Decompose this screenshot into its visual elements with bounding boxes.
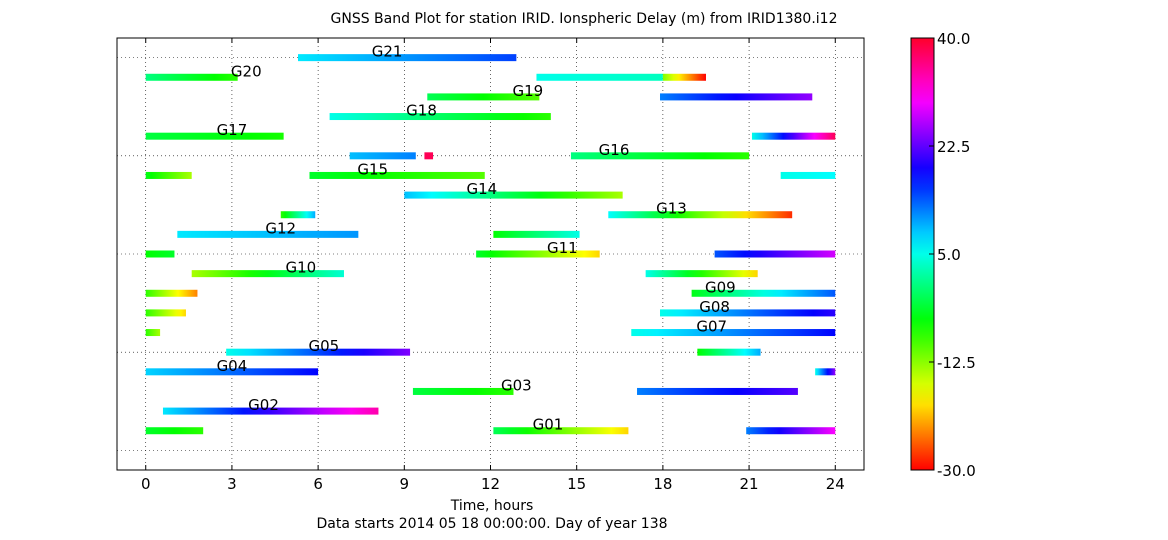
satellite-label-g04: G04 (217, 357, 248, 375)
band-segment-g13 (608, 211, 793, 219)
colorbar-tick-label: 40.0 (937, 30, 970, 48)
band-segment-g14 (404, 191, 623, 199)
band-segment-g07 (631, 329, 836, 337)
x-tick-label: 21 (740, 475, 759, 493)
x-axis-ticks: 0 3 6 9 12 15 18 21 24 (141, 38, 845, 493)
satellite-label-g13: G13 (656, 200, 687, 218)
x-tick-label: 15 (567, 475, 586, 493)
x-tick-label: 3 (227, 475, 237, 493)
band-segment-g04 (145, 368, 319, 376)
x-tick-label: 9 (400, 475, 410, 493)
colorbar-tick-label: 5.0 (937, 246, 961, 264)
chart-subtitle: Data starts 2014 05 18 00:00:00. Day of … (316, 516, 667, 532)
satellite-labels: G21 G20 G19 G18 G17 G16 G15 G14 G13 G12 G11 G10 G09 G… (217, 43, 736, 434)
satellite-label-g07: G07 (696, 318, 727, 336)
satellite-label-g14: G14 (467, 180, 498, 198)
band-segment-g15 (780, 171, 836, 179)
band-segment-g18 (329, 113, 551, 121)
band-segment-g16 (570, 152, 750, 160)
colorbar-tick-label: -12.5 (937, 354, 976, 372)
x-tick-label: 24 (826, 475, 845, 493)
satellite-label-g18: G18 (406, 102, 437, 120)
band-segment-g07 (145, 329, 161, 337)
satellite-label-g08: G08 (699, 298, 730, 316)
band-segment-g01 (746, 427, 836, 435)
satellite-label-g19: G19 (512, 82, 543, 100)
band-segment-g08 (145, 309, 186, 317)
x-tick-label: 0 (141, 475, 151, 493)
band-segment-g12 (177, 230, 359, 238)
band-segment-g16 (424, 152, 434, 160)
band-segment-g09 (145, 289, 198, 297)
satellite-label-g02: G02 (248, 396, 279, 414)
band-segment-g04 (815, 368, 836, 376)
band-segment-g13 (280, 211, 316, 219)
satellite-label-g15: G15 (357, 160, 388, 178)
band-segment-g10 (191, 270, 344, 278)
band-segment-g11 (476, 250, 600, 258)
band-segment-g01 (493, 427, 629, 435)
band-segment-g11 (145, 250, 175, 258)
band-segment-g17 (751, 132, 836, 140)
band-segment-g09 (691, 289, 836, 297)
x-axis-label: Time, hours (450, 498, 534, 514)
band-segment-g20 (662, 73, 706, 81)
band-segment-g15 (145, 171, 192, 179)
satellite-label-g12: G12 (265, 219, 296, 237)
band-segment-g15 (309, 171, 485, 179)
band-segment-g05 (697, 348, 761, 356)
band-segment-g20 (536, 73, 663, 81)
band-segment-g21 (298, 54, 517, 62)
satellite-label-g10: G10 (286, 259, 317, 277)
satellite-label-g03: G03 (501, 376, 532, 394)
satellite-label-g09: G09 (705, 278, 736, 296)
band-segment-g02 (162, 407, 379, 415)
satellite-label-g11: G11 (547, 239, 578, 257)
colorbar: 40.0 22.5 5.0 -12.5 -30.0 (910, 30, 976, 480)
band-segment-g05 (226, 348, 411, 356)
x-tick-label: 18 (653, 475, 672, 493)
bands (145, 54, 836, 435)
band-segment-g20 (145, 73, 238, 81)
band-segment-g03 (637, 387, 798, 395)
satellite-label-g17: G17 (217, 121, 248, 139)
band-segment-g08 (660, 309, 836, 317)
satellite-label-g20: G20 (231, 62, 262, 80)
satellite-label-g01: G01 (533, 416, 564, 434)
satellite-label-g21: G21 (372, 43, 403, 61)
band-segment-g16 (349, 152, 416, 160)
chart-title: GNSS Band Plot for station IRID. Ionsphe… (331, 11, 838, 27)
band-segment-g01 (145, 427, 204, 435)
band-segment-g17 (145, 132, 284, 140)
band-segment-g11 (714, 250, 836, 258)
satellite-label-g05: G05 (309, 337, 340, 355)
band-segment-g19 (660, 93, 813, 101)
x-tick-label: 6 (313, 475, 323, 493)
band-segment-g12 (493, 230, 580, 238)
satellite-label-g16: G16 (599, 141, 630, 159)
colorbar-tick-label: -30.0 (937, 462, 976, 480)
x-tick-label: 12 (481, 475, 500, 493)
band-segment-g10 (645, 270, 758, 278)
colorbar-tick-label: 22.5 (937, 138, 970, 156)
band-segment-g03 (412, 387, 514, 395)
band-segment-g19 (427, 93, 540, 101)
